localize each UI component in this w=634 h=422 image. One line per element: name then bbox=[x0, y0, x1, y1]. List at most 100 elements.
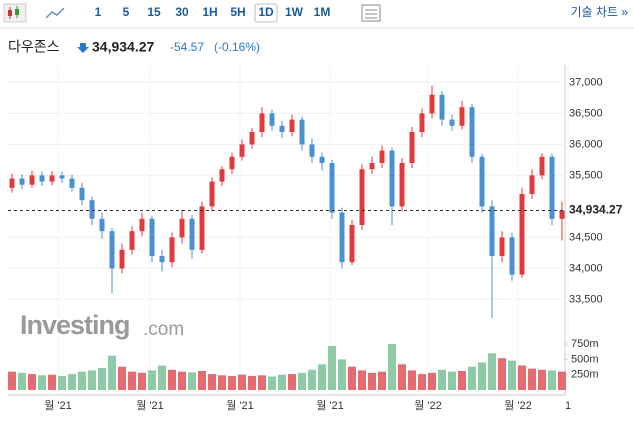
volume-bar bbox=[8, 371, 16, 390]
interval-button[interactable]: 5H bbox=[230, 5, 245, 19]
volume-bar bbox=[408, 370, 416, 390]
volume-bar bbox=[368, 372, 376, 390]
candle-body bbox=[219, 169, 225, 182]
candle-body bbox=[9, 178, 15, 188]
tech-chart-link[interactable]: 기술 차트 » bbox=[570, 5, 628, 19]
area-icon[interactable] bbox=[45, 7, 65, 19]
candle-body bbox=[109, 231, 115, 269]
logo-domain: .com bbox=[143, 319, 184, 340]
volume-bar bbox=[158, 365, 166, 390]
volume-bar bbox=[178, 371, 186, 390]
interval-button[interactable]: 1H bbox=[202, 5, 217, 19]
candle-body bbox=[489, 206, 495, 256]
volume-bar bbox=[18, 372, 26, 390]
x-tick-label: 월 '21 bbox=[44, 399, 72, 412]
candle-body bbox=[529, 175, 535, 194]
candle-body bbox=[359, 169, 365, 225]
interval-button[interactable]: 1D bbox=[258, 5, 274, 19]
logo-brand: Investing bbox=[20, 310, 130, 340]
volume-bar bbox=[428, 372, 436, 390]
candle-body bbox=[499, 237, 505, 256]
change-pct: (-0.16%) bbox=[214, 40, 260, 54]
candle-body bbox=[399, 163, 405, 207]
volume-bar bbox=[358, 370, 366, 390]
down-arrow bbox=[77, 43, 89, 53]
interval-button[interactable]: 1 bbox=[95, 5, 102, 19]
candle-body bbox=[339, 212, 345, 263]
volume-bar bbox=[98, 367, 106, 390]
candle-body bbox=[239, 144, 245, 157]
candle-body bbox=[279, 125, 285, 132]
x-tick-label: 월 '22 bbox=[414, 399, 442, 412]
volume-tick-label: 500m bbox=[571, 353, 599, 365]
volume-bar bbox=[228, 375, 236, 390]
candle-body bbox=[379, 150, 385, 163]
candle-body bbox=[39, 175, 45, 182]
volume-tick-label: 250m bbox=[571, 369, 599, 381]
interval-button[interactable]: 15 bbox=[147, 5, 161, 19]
volume-bar bbox=[88, 370, 96, 390]
volume-bar bbox=[218, 375, 226, 390]
volume-bar bbox=[278, 374, 286, 390]
candle-body bbox=[319, 156, 325, 163]
candle-body bbox=[549, 156, 555, 219]
volume-bar bbox=[78, 371, 86, 390]
candle-body bbox=[469, 107, 475, 157]
last-price-label: 34,934.27 bbox=[569, 203, 623, 217]
candle-body bbox=[59, 175, 65, 179]
candle-body bbox=[299, 119, 305, 145]
candle-body bbox=[259, 113, 265, 132]
candle-body bbox=[249, 132, 255, 145]
candle-body bbox=[539, 156, 545, 176]
y-tick-label: 35,500 bbox=[569, 169, 603, 181]
volume-bar bbox=[448, 371, 456, 390]
volume-bar bbox=[378, 371, 386, 390]
volume-bar bbox=[48, 374, 56, 390]
selected-button-frame bbox=[254, 3, 278, 23]
volume-bar bbox=[558, 371, 566, 390]
candle-body bbox=[479, 156, 485, 207]
volume-bar bbox=[298, 372, 306, 390]
volume-bar bbox=[268, 376, 276, 390]
y-tick-label: 34,500 bbox=[569, 231, 603, 243]
volume-bar bbox=[518, 365, 526, 390]
interval-button[interactable]: 1W bbox=[285, 5, 304, 19]
candle-body bbox=[559, 210, 565, 219]
candle-body bbox=[139, 218, 145, 232]
candle-body bbox=[439, 94, 445, 120]
candle-body bbox=[409, 132, 415, 163]
candle-body bbox=[129, 231, 135, 250]
indicator-icon[interactable] bbox=[361, 4, 381, 22]
volume-bar bbox=[128, 371, 136, 390]
volume-bar bbox=[468, 366, 476, 390]
candle-body bbox=[149, 218, 155, 256]
volume-bar bbox=[458, 371, 466, 390]
volume-bar bbox=[328, 345, 336, 390]
volume-bar bbox=[38, 375, 46, 390]
plot: 33,500 34,000 34,500 36,000 36,500 37,000 35,5… bbox=[8, 65, 630, 412]
volume-bar bbox=[548, 370, 556, 390]
volume-bar bbox=[498, 358, 506, 390]
candle-body bbox=[29, 175, 35, 185]
candle-body bbox=[389, 150, 395, 207]
interval-button[interactable]: 30 bbox=[175, 5, 189, 19]
volume-bar bbox=[258, 375, 266, 390]
candle-icon[interactable] bbox=[3, 3, 27, 23]
candle-body bbox=[69, 178, 75, 188]
interval-button[interactable]: 1M bbox=[314, 5, 331, 19]
candle-body bbox=[179, 218, 185, 238]
y-tick-label: 34,000 bbox=[569, 262, 603, 274]
candle-body bbox=[89, 200, 95, 219]
last-price-box bbox=[566, 201, 630, 220]
volume-bar bbox=[348, 366, 356, 390]
volume-bar bbox=[388, 344, 396, 390]
candle-body bbox=[119, 249, 125, 269]
volume-bar bbox=[138, 372, 146, 390]
interval-button[interactable]: 5 bbox=[123, 5, 130, 19]
volume-bar bbox=[118, 366, 126, 390]
volume-bar bbox=[338, 359, 346, 390]
x-tick-label: 월 '21 bbox=[136, 399, 164, 412]
candle-body bbox=[199, 206, 205, 250]
volume-bar bbox=[248, 375, 256, 390]
